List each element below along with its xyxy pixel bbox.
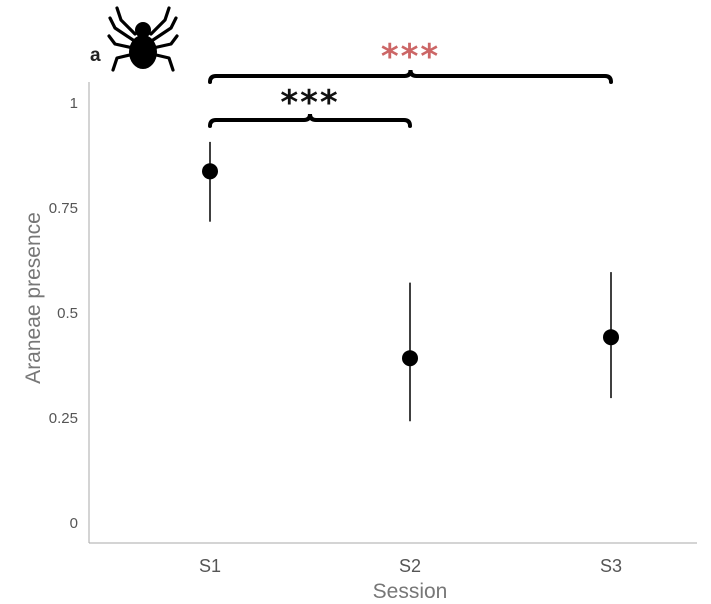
y-tick-label: 0 <box>70 515 78 532</box>
x-tick-label: S3 <box>600 556 622 576</box>
data-point <box>402 350 418 367</box>
svg-text:a: a <box>90 45 101 66</box>
significance-label: *** <box>381 37 440 77</box>
x-axis-title: Session <box>373 580 448 603</box>
data-points <box>202 163 619 367</box>
significance-bracket <box>208 113 412 128</box>
x-tick-label: S2 <box>399 556 421 576</box>
data-point <box>202 163 218 180</box>
data-point <box>603 329 619 346</box>
y-tick-label: 0.75 <box>49 200 78 217</box>
significance-bracket <box>208 69 613 84</box>
significance-label: *** <box>280 83 339 123</box>
error-bars <box>209 141 612 422</box>
y-tick-label: 1 <box>70 95 78 112</box>
y-tick-labels: 0 0.25 0.5 0.75 1 <box>49 95 78 532</box>
x-tick-label: S1 <box>199 556 221 576</box>
y-tick-label: 0.5 <box>57 305 78 322</box>
y-axis-title: Araneae presence <box>22 212 45 384</box>
spider-icon <box>107 6 179 72</box>
panel-label: a <box>90 45 101 66</box>
x-tick-labels: S1 S2 S3 <box>199 556 622 576</box>
significance-brackets: *** *** <box>208 37 613 128</box>
y-tick-label: 0.25 <box>49 410 78 427</box>
